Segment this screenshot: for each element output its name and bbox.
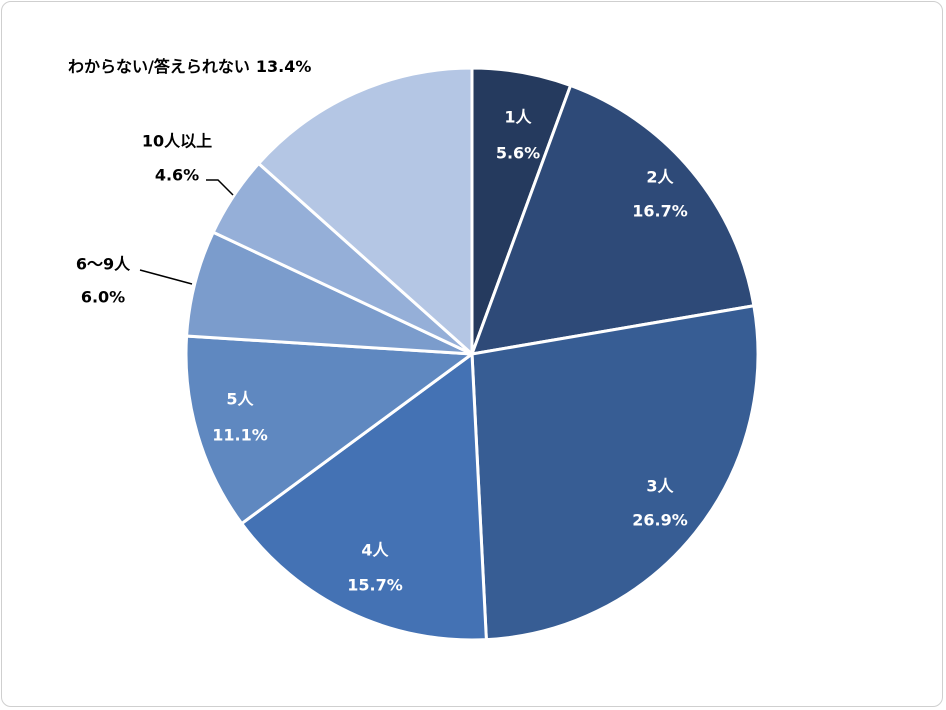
pie-slice xyxy=(469,83,756,356)
slice-value: 16.7% xyxy=(632,202,688,221)
slice-label: わからない/答えられない 13.4% xyxy=(68,57,311,76)
pie-slice xyxy=(256,66,474,358)
slice-value: 5.6% xyxy=(496,144,540,163)
slice-label: 10人以上 xyxy=(142,132,212,151)
slice-value: 4.6% xyxy=(155,166,199,185)
slice-label: 3人 xyxy=(646,477,674,496)
slice-value: 11.1% xyxy=(212,426,268,445)
pie-slice xyxy=(470,303,760,642)
leader-line xyxy=(139,269,193,285)
slice-label: 4人 xyxy=(361,541,389,560)
slice-value: 6.0% xyxy=(81,288,125,307)
slice-value: 13.4% xyxy=(256,57,312,76)
pie-slice xyxy=(239,351,488,642)
pie-slice xyxy=(184,334,477,526)
slice-label: 6〜9人 xyxy=(76,255,131,274)
slice-value: 15.7% xyxy=(347,576,403,595)
leader-line xyxy=(206,179,234,196)
slice-value: 26.9% xyxy=(632,511,688,530)
slice-label: わからない/答えられない xyxy=(68,57,250,76)
slice-label: 2人 xyxy=(646,168,674,187)
slice-label: 1人 xyxy=(504,108,532,127)
slice-label: 5人 xyxy=(226,390,254,409)
